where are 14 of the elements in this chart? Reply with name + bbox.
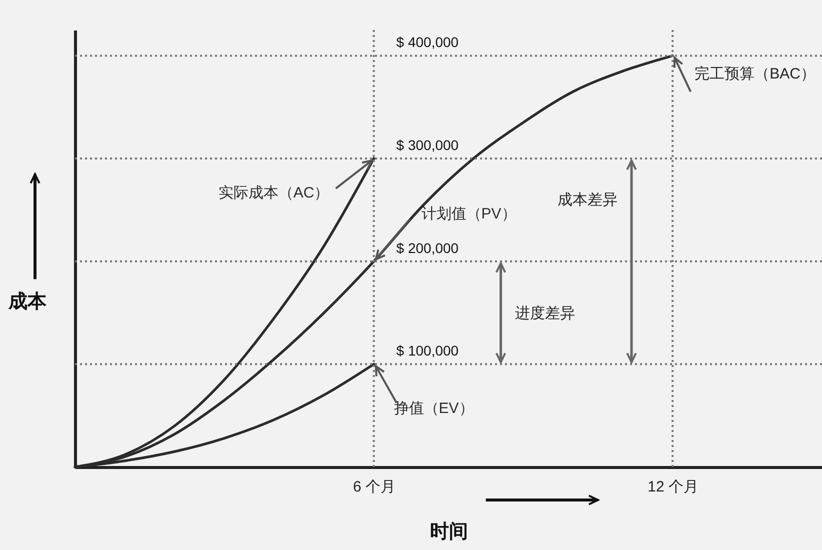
- series-label: 实际成本（AC）: [218, 184, 330, 202]
- annotation: 进度差异: [514, 304, 575, 322]
- annotation: 完工预算（BAC）: [694, 66, 816, 83]
- x-axis-title: 时间: [430, 520, 468, 542]
- y-tick-label: $ 400,000: [396, 34, 459, 50]
- y-tick-label: $ 100,000: [396, 342, 459, 359]
- y-axis-title: 成本: [8, 290, 48, 312]
- y-tick-label: $ 300,000: [396, 137, 459, 154]
- series-label: 计划值（PV）: [421, 205, 516, 222]
- x-tick-label: 12 个月: [648, 478, 699, 496]
- x-tick-label: 6 个月: [353, 478, 396, 496]
- text: 挣值（EV）: [394, 400, 474, 418]
- annotation: 成本差异: [558, 192, 618, 209]
- y-tick-label: $ 200,000: [396, 240, 459, 256]
